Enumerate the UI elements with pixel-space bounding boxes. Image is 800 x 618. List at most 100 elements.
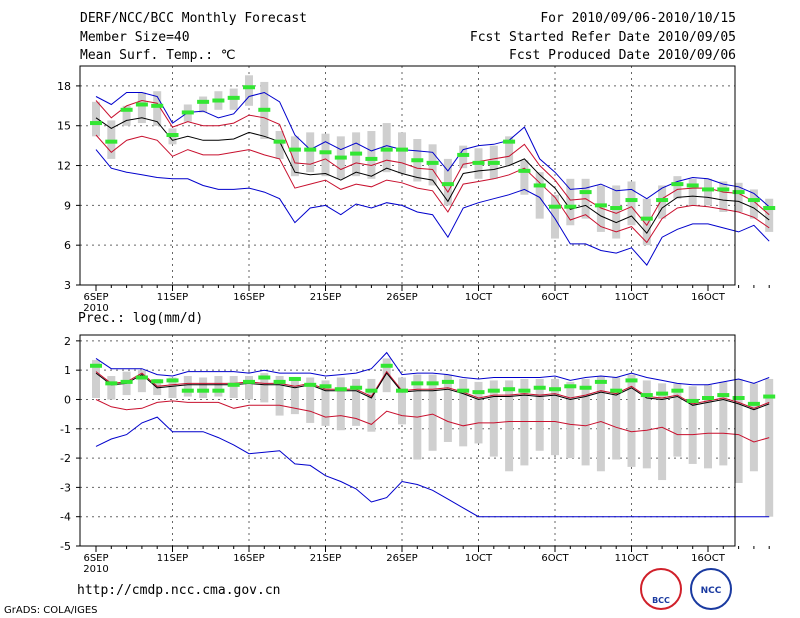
temp-ensemble-marker bbox=[717, 187, 730, 192]
temp-ensemble-marker bbox=[258, 107, 271, 112]
prec-member-range-bar bbox=[321, 380, 330, 426]
temp-member-range-bar bbox=[153, 91, 162, 126]
prec-member-range-bar bbox=[765, 378, 774, 517]
prec-ensemble-marker bbox=[120, 379, 133, 384]
prec-member-range-bar bbox=[734, 378, 743, 483]
prec-member-range-bar bbox=[229, 376, 238, 399]
temp-xtick-label: 1OCT bbox=[465, 292, 493, 303]
temp-member-range-bar bbox=[551, 194, 559, 239]
bcc-logo-text: BCC bbox=[652, 596, 670, 605]
temp-member-range-bar bbox=[306, 132, 315, 173]
prec-ensemble-marker bbox=[457, 388, 470, 393]
prec-mean+sd-line bbox=[95, 370, 770, 409]
prec-ensemble-marker bbox=[258, 375, 271, 380]
prec-ytick-label: 1 bbox=[64, 364, 71, 377]
temp-member-range-bar bbox=[734, 182, 743, 212]
prec-member-range-bar bbox=[704, 384, 712, 469]
temp-ensemble-marker bbox=[747, 198, 760, 203]
prec-member-range-bar bbox=[275, 376, 284, 416]
prec-member-range-bar bbox=[719, 381, 728, 466]
temp-ensemble-marker bbox=[120, 107, 133, 112]
temp-ensemble-marker bbox=[90, 121, 102, 126]
temp-member-range-bar bbox=[642, 198, 651, 246]
temp-member-range-bar bbox=[704, 178, 712, 206]
temp-ensemble-marker bbox=[135, 102, 148, 107]
temp-xtick-label: 26SEP bbox=[386, 292, 417, 303]
prec-member-range-bar bbox=[566, 381, 575, 459]
source-url[interactable]: http://cmdp.ncc.cma.gov.cn bbox=[77, 583, 281, 598]
prec-ensemble-marker bbox=[656, 391, 669, 396]
temp-member-range-bar bbox=[505, 136, 514, 166]
temp-ensemble-marker bbox=[640, 216, 653, 221]
prec-member-range-bar bbox=[612, 377, 621, 460]
prec-member-range-bar bbox=[398, 377, 406, 425]
prec-ensemble-marker bbox=[594, 379, 607, 384]
temp-ensemble-marker bbox=[212, 98, 225, 103]
prec-ensemble-marker bbox=[197, 388, 210, 393]
temp-ensemble-marker bbox=[579, 190, 592, 195]
prec-ensemble-marker bbox=[243, 379, 255, 384]
temp-member-range-bar bbox=[245, 75, 253, 106]
temp-max-line bbox=[95, 149, 770, 266]
prec-ensemble-marker bbox=[380, 363, 393, 368]
prec-ensemble-marker bbox=[227, 382, 240, 387]
prec-ytick-label: -5 bbox=[60, 540, 71, 553]
prec-ensemble-marker bbox=[426, 381, 439, 386]
prec-ensemble-marker bbox=[564, 384, 577, 389]
prec-member-range-bar bbox=[153, 378, 162, 396]
prec-member-range-bar bbox=[581, 378, 590, 466]
prec-member-range-bar bbox=[658, 383, 667, 481]
prec-member-range-bar bbox=[306, 377, 315, 423]
prec-ensemble-marker bbox=[105, 381, 118, 386]
prec-member-range-bar bbox=[92, 359, 100, 399]
prec-member-range-bar bbox=[749, 383, 758, 472]
temp-ensemble-marker bbox=[518, 168, 531, 173]
prec-member-range-bar bbox=[551, 378, 559, 456]
temp-member-range-bar bbox=[765, 198, 774, 232]
temp-member-range-bar bbox=[627, 181, 636, 226]
prec-ensemble-marker bbox=[625, 378, 638, 383]
prec-member-range-bar bbox=[367, 378, 376, 432]
temp-member-range-bar bbox=[199, 96, 208, 113]
prec-ensemble-marker bbox=[350, 385, 363, 390]
temp-ytick-label: 6 bbox=[64, 239, 71, 252]
temp-member-range-bar bbox=[688, 178, 697, 206]
prec-ensemble-marker bbox=[579, 385, 592, 390]
prec-ensemble-marker bbox=[151, 379, 164, 384]
temp-member-range-bar bbox=[673, 176, 682, 199]
prec-ensemble-marker bbox=[166, 378, 179, 383]
prec-ensemble-marker bbox=[533, 385, 546, 390]
temp-ensemble-marker bbox=[181, 110, 194, 115]
prec-member-range-bar bbox=[673, 383, 682, 457]
temp-member-range-bar bbox=[321, 133, 330, 177]
temp-xtick-label: 11OCT bbox=[615, 292, 650, 303]
ncc-logo-text: NCC bbox=[700, 586, 722, 596]
prec-member-range-bar bbox=[459, 378, 468, 447]
prec-member-range-bar bbox=[596, 376, 605, 472]
prec-min-line bbox=[95, 416, 770, 518]
prec-xtick-label: 16SEP bbox=[233, 553, 264, 564]
temp-ensemble-marker bbox=[610, 206, 623, 211]
temp-ytick-label: 12 bbox=[57, 160, 71, 173]
temp-ensemble-marker bbox=[763, 206, 776, 211]
prec-ensemble-marker bbox=[549, 387, 561, 392]
temp-ensemble-marker bbox=[533, 183, 546, 188]
temp-min-line bbox=[95, 91, 770, 208]
temp-ensemble-marker bbox=[441, 182, 454, 187]
temp-member-range-bar bbox=[137, 92, 146, 124]
prec-member-range-bar bbox=[107, 376, 116, 400]
prec-ensemble-marker bbox=[319, 384, 332, 389]
temp-member-range-bar bbox=[290, 136, 299, 177]
prec-ensemble-marker bbox=[640, 393, 653, 398]
prec-xtick-label: 1OCT bbox=[465, 553, 493, 564]
prec-member-range-bar bbox=[382, 358, 391, 393]
prec-member-range-bar bbox=[214, 376, 223, 397]
forecast-period: For 2010/09/06-2010/10/15 bbox=[540, 11, 736, 26]
prec-ensemble-marker bbox=[671, 388, 684, 393]
temp-ensemble-marker bbox=[625, 198, 638, 203]
temp-ensemble-marker bbox=[671, 182, 684, 187]
temp-ensemble-marker bbox=[487, 160, 500, 165]
prec-member-range-bar bbox=[260, 373, 269, 403]
temp-ensemble-marker bbox=[564, 204, 577, 209]
